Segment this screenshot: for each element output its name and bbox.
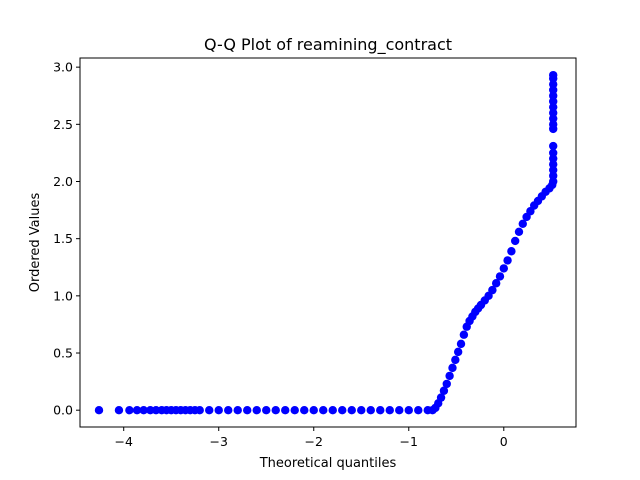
x-tick-label: −1	[400, 434, 418, 449]
data-point	[376, 405, 385, 415]
data-point	[252, 405, 261, 415]
data-point	[205, 405, 214, 415]
data-point	[503, 256, 512, 265]
x-axis-label: Theoretical quantiles	[259, 456, 397, 471]
data-point	[549, 148, 558, 158]
data-point	[195, 405, 204, 415]
data-points	[94, 70, 558, 415]
data-point	[233, 405, 242, 415]
y-tick-label: 3.0	[53, 60, 73, 75]
data-point	[451, 355, 460, 365]
data-point	[243, 405, 252, 415]
x-tick-label: 0	[500, 434, 508, 449]
data-point	[281, 405, 290, 415]
data-point	[414, 405, 423, 415]
y-axis-ticks: 0.0 0.5 1.0 1.5 2.0 2.5 3.0	[53, 60, 80, 418]
plot-frame	[79, 57, 577, 428]
y-tick-label: 0.5	[53, 346, 73, 361]
data-point	[442, 379, 451, 389]
data-point	[499, 264, 508, 273]
y-tick-label: 0.0	[53, 403, 73, 418]
data-point	[456, 339, 466, 349]
data-point	[357, 405, 366, 415]
data-point	[328, 405, 337, 415]
data-point	[514, 227, 524, 237]
x-axis-ticks: −4 −3 −2 −1 0	[114, 427, 508, 449]
data-point	[139, 405, 148, 415]
data-point	[94, 405, 104, 415]
data-point	[518, 219, 527, 228]
data-point	[319, 405, 328, 415]
data-point	[366, 405, 375, 415]
data-point	[495, 272, 505, 281]
data-point	[491, 279, 501, 288]
data-point	[347, 405, 356, 415]
chart-title: Q-Q Plot of reamining_contract	[204, 35, 452, 55]
y-tick-label: 2.5	[53, 117, 73, 132]
data-point	[549, 141, 558, 151]
data-point	[448, 363, 457, 373]
data-point	[510, 236, 520, 246]
data-point	[439, 386, 449, 395]
data-point	[262, 405, 271, 415]
data-point	[385, 405, 394, 415]
data-point	[488, 285, 497, 295]
data-point	[125, 405, 134, 415]
data-point	[338, 405, 347, 415]
data-point	[549, 70, 558, 80]
y-axis-label: Ordered Values	[28, 193, 43, 293]
data-point	[436, 393, 446, 402]
data-point	[395, 405, 404, 415]
data-point	[309, 405, 318, 415]
data-point	[445, 371, 454, 381]
x-tick-label: −3	[210, 434, 228, 449]
data-point	[404, 405, 413, 415]
data-point	[290, 405, 299, 415]
y-tick-label: 1.5	[53, 231, 73, 246]
data-point	[224, 405, 233, 415]
x-tick-label: −4	[114, 434, 132, 449]
data-point	[214, 405, 223, 415]
data-point	[300, 405, 309, 415]
data-point	[132, 405, 142, 415]
x-tick-label: −2	[305, 434, 323, 449]
y-tick-label: 2.0	[53, 174, 73, 189]
data-point	[453, 347, 463, 357]
data-point	[507, 247, 516, 256]
data-point	[459, 330, 469, 339]
data-point	[271, 405, 280, 415]
y-tick-label: 1.0	[53, 288, 73, 303]
data-point	[114, 405, 124, 415]
